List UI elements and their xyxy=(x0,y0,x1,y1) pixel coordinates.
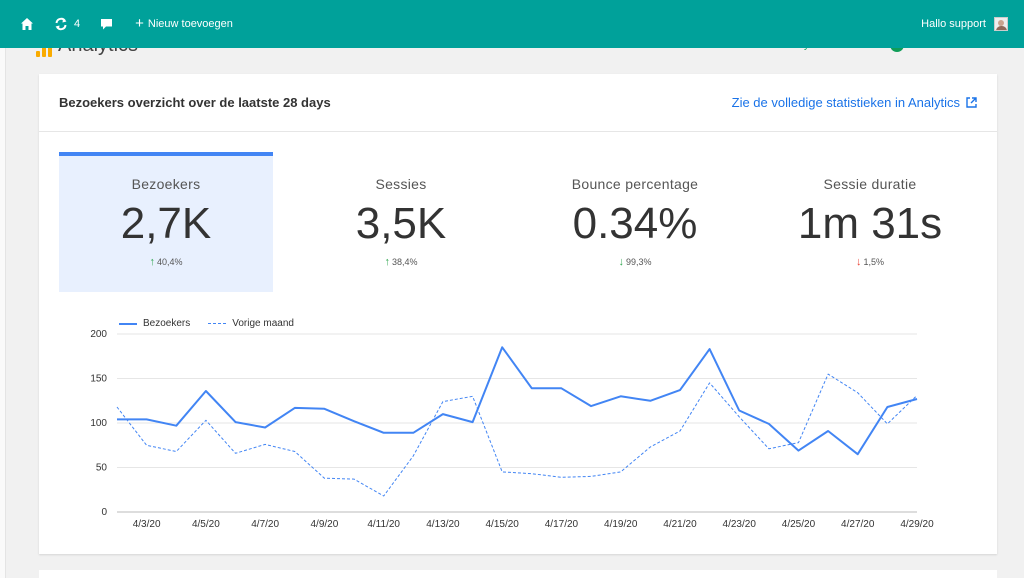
x-tick-label: 4/17/20 xyxy=(545,519,579,530)
legend-line-dashed xyxy=(208,323,227,324)
full-stats-link[interactable]: Zie de volledige statistieken in Analyti… xyxy=(732,95,977,110)
updates-count: 4 xyxy=(74,18,81,30)
x-tick-label: 4/19/20 xyxy=(604,519,638,530)
metric-label: Sessies xyxy=(375,176,427,192)
account-menu[interactable]: Hallo support xyxy=(921,0,1008,48)
metric-sessies[interactable]: Sessies 3,5K ↑ 38,4% xyxy=(294,152,508,292)
x-tick-label: 4/9/20 xyxy=(311,519,339,530)
visitors-chart: Bezoekers Vorige maand 0 50 100 150 200 4/3/2… xyxy=(39,302,997,552)
arrow-up-icon: ↑ xyxy=(384,256,390,268)
add-new-button[interactable]: + Nieuw toevoegen xyxy=(135,0,233,48)
metric-bezoekers[interactable]: Bezoekers 2,7K ↑ 40,4% xyxy=(59,152,273,292)
add-new-label: Nieuw toevoegen xyxy=(147,18,233,30)
y-tick-label: 150 xyxy=(90,374,107,385)
metric-change: ↓ 99,3% xyxy=(528,256,742,268)
metric-change-value: 38,4% xyxy=(391,257,418,267)
next-card-edge xyxy=(39,570,997,578)
y-tick-label: 50 xyxy=(96,463,108,474)
x-tick-label: 4/29/20 xyxy=(900,519,934,530)
x-tick-label: 4/25/20 xyxy=(782,519,816,530)
external-link-icon xyxy=(966,97,977,108)
legend-label: Vorige maand xyxy=(232,318,294,329)
home-button[interactable] xyxy=(20,0,34,48)
visitors-overview-card: Bezoekers overzicht over de laatste 28 d… xyxy=(39,74,997,554)
metric-change-value: 1,5% xyxy=(863,257,884,267)
full-stats-link-text: Zie de volledige statistieken in Analyti… xyxy=(731,95,960,110)
home-icon xyxy=(21,18,33,30)
metric-change: ↑ 38,4% xyxy=(294,256,508,268)
x-tick-label: 4/5/20 xyxy=(192,519,220,530)
card-header: Bezoekers overzicht over de laatste 28 d… xyxy=(39,74,997,132)
metric-value: 0.34% xyxy=(572,199,698,248)
legend-line-solid xyxy=(119,322,137,325)
series-line-vorige-maand xyxy=(116,373,918,497)
card-title: Bezoekers overzicht over de laatste 28 d… xyxy=(59,95,331,110)
comment-icon xyxy=(101,18,113,29)
x-tick-label: 4/15/20 xyxy=(485,519,519,530)
y-tick-label: 100 xyxy=(90,418,107,429)
legend-item-bezoekers[interactable]: Bezoekers xyxy=(119,318,190,329)
y-tick-label: 200 xyxy=(90,329,107,340)
updates-button[interactable]: 4 xyxy=(54,0,80,48)
series-line-bezoekers xyxy=(117,346,918,456)
x-tick-label: 4/3/20 xyxy=(133,519,161,530)
arrow-up-icon: ↑ xyxy=(149,256,155,268)
metric-label: Bounce percentage xyxy=(571,176,699,192)
metric-change: ↓ 1,5% xyxy=(763,256,977,268)
plus-icon: + xyxy=(135,15,144,32)
metric-bounce-percentage[interactable]: Bounce percentage 0.34% ↓ 99,3% xyxy=(528,152,742,292)
legend-label: Bezoekers xyxy=(143,318,191,329)
metric-value: 1m 31s xyxy=(797,199,943,248)
avatar xyxy=(994,17,1008,31)
metric-value: 3,5K xyxy=(355,199,447,248)
metric-label: Sessie duratie xyxy=(823,176,917,192)
admin-bar: 4 + Nieuw toevoegen Hallo support xyxy=(0,0,1024,48)
analytics-logo-icon xyxy=(36,41,52,57)
line-chart-svg: 0 50 100 150 200 4/3/20 4/5/20 4/7/20 4/9/20 4/11… xyxy=(90,329,934,530)
greeting-text: Hallo support xyxy=(921,18,986,30)
x-tick-label: 4/27/20 xyxy=(841,519,875,530)
metric-change: ↑ 40,4% xyxy=(59,256,273,268)
refresh-icon xyxy=(55,17,67,31)
y-tick-label: 0 xyxy=(101,507,107,518)
arrow-down-icon: ↓ xyxy=(855,256,862,268)
metric-label: Bezoekers xyxy=(131,176,201,192)
metric-change-value: 99,3% xyxy=(625,257,652,267)
x-tick-label: 4/11/20 xyxy=(367,519,400,530)
x-tick-label: 4/23/20 xyxy=(723,519,757,530)
arrow-down-icon: ↓ xyxy=(618,256,624,268)
comments-button[interactable] xyxy=(100,0,113,48)
x-tick-label: 4/13/20 xyxy=(426,519,460,530)
x-tick-label: 4/21/20 xyxy=(663,519,697,530)
chart-legend: Bezoekers Vorige maand xyxy=(119,318,294,329)
x-tick-label: 4/7/20 xyxy=(251,519,279,530)
metric-value: 2,7K xyxy=(120,199,212,248)
left-edge xyxy=(0,48,6,578)
metric-sessie-duratie[interactable]: Sessie duratie 1m 31s ↓ 1,5% xyxy=(763,152,977,292)
metric-change-value: 40,4% xyxy=(156,257,183,267)
legend-item-vorige-maand[interactable]: Vorige maand xyxy=(208,318,294,329)
